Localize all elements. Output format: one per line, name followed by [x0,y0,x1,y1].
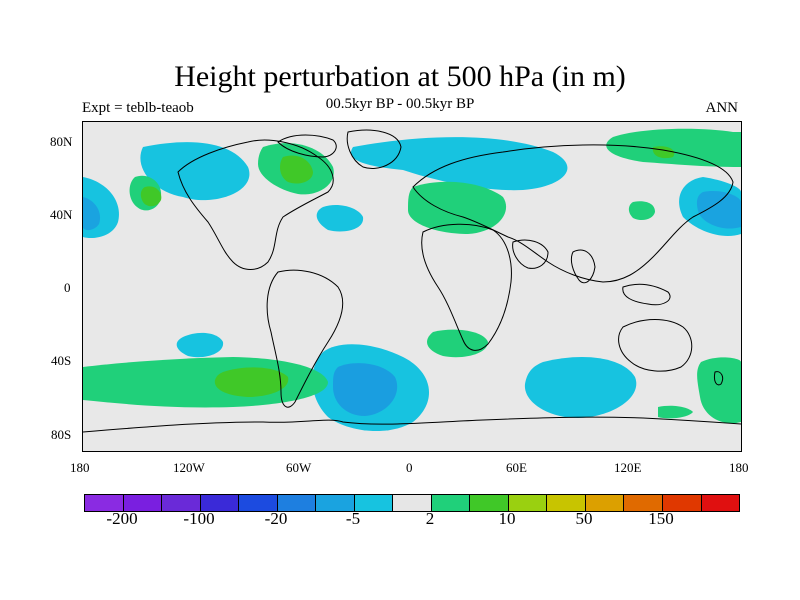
colorbar-label-50: 50 [575,509,593,528]
lat-label-80s: 80S [51,427,72,442]
colorbar-segment [393,495,432,511]
lon-label-180w: 180 [70,460,90,475]
colorbar-segment [162,495,201,511]
colorbar-label-minus5: -5 [345,509,361,528]
colorbar-segment [277,495,317,511]
lat-label-40n: 40N [50,207,73,222]
plot-subtitle: 00.5kyr BP - 00.5kyr BP [325,96,475,112]
colorbar-label-minus20: -20 [264,509,288,528]
lon-label-120e: 120E [614,460,642,475]
colorbar-segment [508,495,548,511]
lat-label-40s: 40S [51,353,72,368]
lon-label-120w: 120W [173,460,205,475]
colorbar-segment [470,495,509,511]
colorbar-label-minus100: -100 [183,509,215,528]
experiment-label: Expt = teblb-teaob [82,100,194,116]
map-svg [83,128,741,433]
colorbar-segment [239,495,278,511]
contour-fills [83,128,741,432]
colorbar-segment [547,495,586,511]
colorbar-segment [701,495,740,511]
colorbar-segment [123,495,163,511]
colorbar-label-2: 2 [425,509,435,528]
colorbar-segment [431,495,471,511]
lon-label-60w: 60W [286,460,312,475]
map-panel [82,121,742,452]
colorbar [84,494,740,512]
colorbar-segment [354,495,394,511]
lon-label-60e: 60E [506,460,527,475]
lat-label-0: 0 [64,280,71,295]
lon-label-180e: 180 [729,460,749,475]
coastlines [83,129,741,433]
colorbar-segment [200,495,240,511]
season-label: ANN [705,100,739,116]
colorbar-label-minus200: -200 [106,509,138,528]
lat-label-80n: 80N [50,134,73,149]
colorbar-segment [316,495,355,511]
colorbar-segment [85,495,124,511]
colorbar-segment [662,495,702,511]
plot-title: Height perturbation at 500 hPa (in m) [174,60,626,93]
colorbar-segment [585,495,625,511]
colorbar-label-150: 150 [648,509,674,528]
colorbar-label-10: 10 [498,509,516,528]
lon-label-0: 0 [406,460,413,475]
colorbar-segment [624,495,663,511]
